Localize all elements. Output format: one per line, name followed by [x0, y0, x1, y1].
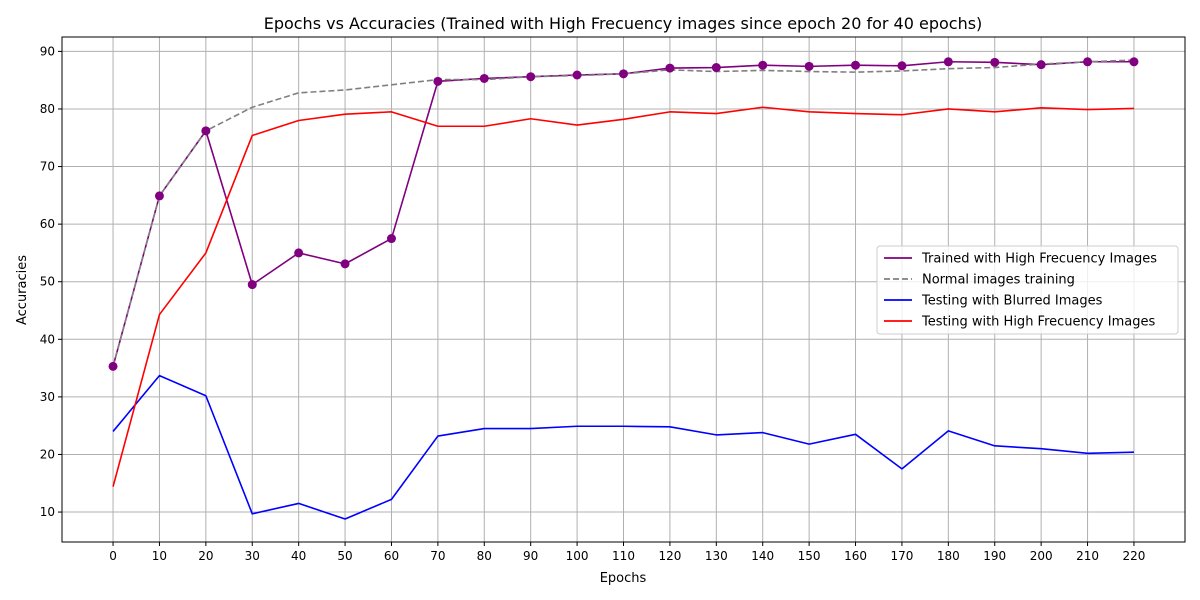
x-tick-label: 0	[109, 549, 117, 563]
legend-entry-label: Testing with Blurred Images	[921, 294, 1103, 309]
x-tick-label: 200	[1030, 549, 1053, 563]
grid	[62, 37, 1185, 542]
data-point	[1083, 57, 1093, 67]
x-tick-label: 90	[523, 549, 538, 563]
x-tick-label: 40	[291, 549, 306, 563]
legend-box	[876, 245, 1179, 335]
data-point	[479, 73, 489, 83]
legend-entry-label: Testing with High Frecuency Images	[921, 315, 1155, 330]
data-point	[897, 61, 907, 71]
data-point	[247, 280, 257, 290]
x-axis-label: Epochs	[600, 571, 647, 586]
x-tick-label: 210	[1076, 549, 1099, 563]
y-axis-label: Accuracies	[15, 255, 30, 325]
x-tick-label: 20	[198, 549, 213, 563]
legend: Trained with High Frecuency Images Normal…	[876, 245, 1179, 335]
axes: 0 10 20 30 40 50 60 70 80 90 100 110 120 130 140 150 160…	[40, 36, 1186, 563]
x-tick-label: 50	[337, 549, 352, 563]
x-tick-label: 150	[798, 549, 821, 563]
x-tick-label: 220	[1123, 549, 1146, 563]
x-tick-label: 140	[751, 549, 774, 563]
y-tick-label: 20	[40, 447, 55, 461]
y-tick-label: 10	[40, 505, 55, 519]
x-tick-label: 190	[983, 549, 1006, 563]
x-tick-label: 130	[705, 549, 728, 563]
data-point	[711, 63, 721, 73]
data-point	[386, 234, 396, 244]
data-point	[804, 61, 814, 71]
y-tick-label: 40	[40, 332, 55, 346]
x-tick-label: 30	[245, 549, 260, 563]
x-tick-label: 120	[658, 549, 681, 563]
x-tick-label: 160	[844, 549, 867, 563]
x-tick-label: 80	[477, 549, 492, 563]
x-tick-label: 100	[566, 549, 589, 563]
x-tick-label: 60	[384, 549, 399, 563]
data-point	[943, 57, 953, 67]
y-tick-label: 80	[40, 102, 55, 116]
y-tick-label: 50	[40, 275, 55, 289]
y-tick-label: 90	[40, 44, 55, 58]
x-tick-label: 170	[890, 549, 913, 563]
data-point	[201, 126, 211, 136]
legend-entry-label: Normal images training	[922, 273, 1075, 288]
x-tick-label: 180	[937, 549, 960, 563]
y-tick-label: 30	[40, 390, 55, 404]
data-point	[1129, 57, 1139, 67]
data-point	[294, 248, 304, 258]
y-tick-label: 70	[40, 160, 55, 174]
series-line	[112, 374, 1134, 520]
data-point	[526, 72, 536, 82]
data-point	[758, 60, 768, 70]
y-tick-label: 60	[40, 217, 55, 231]
data-point	[1036, 60, 1046, 70]
data-point	[572, 70, 582, 80]
x-tick-label: 70	[430, 549, 445, 563]
series-line	[112, 106, 1134, 487]
x-tick-label: 110	[612, 549, 635, 563]
data-point	[108, 361, 118, 371]
data-point	[154, 191, 164, 201]
data-point	[851, 60, 861, 70]
data-point	[990, 57, 1000, 67]
legend-entry-label: Trained with High Frecuency Images	[921, 252, 1157, 267]
data-point	[340, 259, 350, 269]
data-point	[619, 69, 628, 79]
chart-title: Epochs vs Accuracies (Trained with High …	[264, 14, 983, 33]
x-tick-label: 10	[152, 549, 167, 563]
data-point	[433, 76, 443, 86]
series-markers	[108, 57, 1139, 371]
data-point	[665, 63, 675, 73]
